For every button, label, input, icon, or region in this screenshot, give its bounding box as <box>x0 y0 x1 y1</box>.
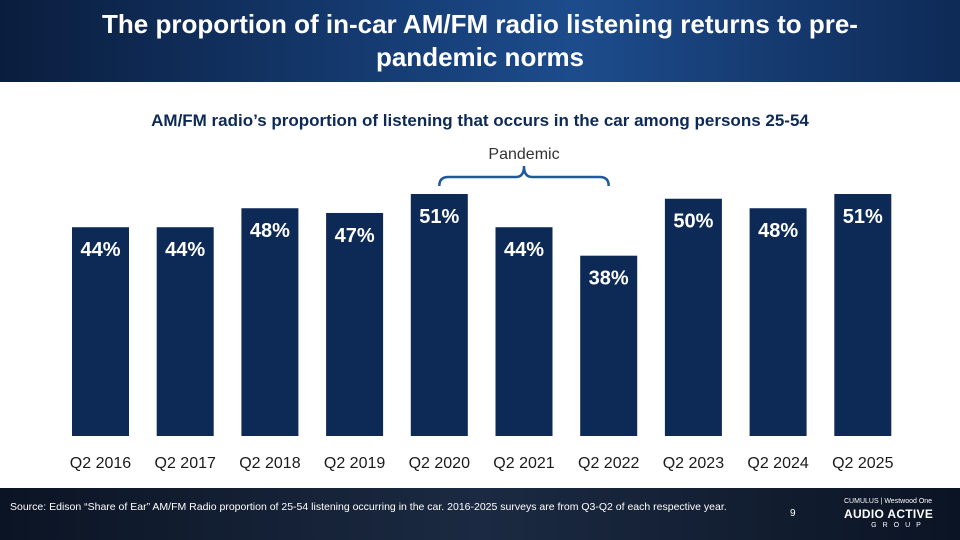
logo-main-text: AUDIO ACTIVE <box>844 507 934 521</box>
data-label: 38% <box>589 268 629 290</box>
bar <box>72 227 129 436</box>
data-label: 51% <box>843 206 883 228</box>
slide-title: The proportion of in-car AM/FM radio lis… <box>102 9 858 72</box>
x-tick-label: Q2 2025 <box>832 455 893 472</box>
x-tick-label: Q2 2022 <box>578 455 639 472</box>
data-label: 48% <box>250 220 290 242</box>
x-tick-label: Q2 2021 <box>493 455 554 472</box>
page-number: 9 <box>790 508 796 519</box>
bar <box>241 208 299 436</box>
bar <box>156 227 214 436</box>
pandemic-bracket <box>438 165 610 187</box>
bar <box>749 208 807 436</box>
x-tick-label: Q2 2024 <box>747 455 808 472</box>
x-tick-label: Q2 2017 <box>155 455 216 472</box>
chart-title: AM/FM radio’s proportion of listening th… <box>151 111 809 130</box>
x-tick-label: Q2 2023 <box>663 455 724 472</box>
data-label: 48% <box>758 220 798 242</box>
bar <box>326 212 384 436</box>
bar <box>495 227 553 436</box>
bar <box>664 198 722 436</box>
footer-bar: Source: Edison “Share of Ear” AM/FM Radi… <box>0 488 960 540</box>
audio-active-group-logo: CUMULUS | Westwood One AUDIO ACTIVE GROU… <box>844 498 954 529</box>
data-label: 44% <box>80 239 120 261</box>
data-label: 51% <box>419 206 459 228</box>
data-label: 44% <box>504 239 544 261</box>
data-label: 50% <box>673 211 713 233</box>
data-label: 47% <box>335 225 375 247</box>
x-tick-label: Q2 2016 <box>70 455 131 472</box>
x-tick-label: Q2 2018 <box>239 455 300 472</box>
bar-chart: 44% Q2 2016 44% Q2 2017 48% Q2 2018 47% Q2 2019… <box>70 146 894 472</box>
source-note: Source: Edison “Share of Ear” AM/FM Radi… <box>10 501 727 513</box>
annotation-label: Pandemic <box>488 146 559 163</box>
bar <box>834 194 892 436</box>
data-label: 44% <box>165 239 205 261</box>
title-banner: The proportion of in-car AM/FM radio lis… <box>0 0 960 82</box>
x-tick-label: Q2 2020 <box>409 455 470 472</box>
bar <box>580 255 638 436</box>
logo-top-text: CUMULUS | Westwood One <box>844 498 933 505</box>
bar <box>410 194 468 436</box>
logo-sub-text: GROUP <box>871 522 927 529</box>
x-tick-label: Q2 2019 <box>324 455 385 472</box>
